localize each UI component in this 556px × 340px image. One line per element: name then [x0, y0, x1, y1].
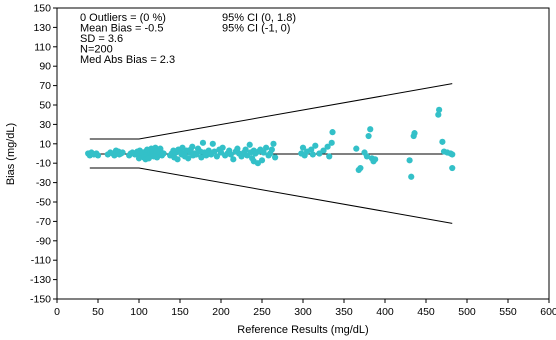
- data-point: [145, 155, 152, 162]
- data-point: [230, 156, 237, 163]
- stat-annotation: 0 Outliers = (0 %): [80, 12, 166, 24]
- x-tick-label: 250: [253, 306, 271, 318]
- stat-annotation: SD = 3.6: [80, 33, 123, 45]
- x-axis-title: Reference Results (mg/dL): [237, 324, 368, 336]
- x-tick-label: 400: [376, 306, 394, 318]
- stat-annotation: Mean Bias = -0.5: [80, 23, 163, 35]
- data-point: [189, 143, 196, 150]
- data-point: [365, 132, 372, 140]
- data-point: [357, 164, 364, 172]
- y-tick-label: 110: [34, 41, 51, 53]
- ci-annotation: 95% CI (-1, 0): [222, 23, 290, 35]
- data-point: [119, 149, 126, 156]
- y-tick-label: 90: [39, 61, 51, 73]
- x-tick-label: 500: [458, 306, 476, 318]
- data-point: [260, 149, 267, 156]
- data-point: [408, 173, 415, 180]
- x-tick-label: 300: [294, 306, 312, 318]
- data-point: [219, 144, 226, 151]
- y-tick-label: -130: [30, 274, 51, 286]
- data-point: [185, 155, 192, 162]
- ci-annotation: 95% CI (0, 1.8): [222, 12, 296, 24]
- data-point: [234, 145, 241, 152]
- y-tick-label: 150: [33, 3, 51, 15]
- y-tick-label: -50: [36, 197, 51, 209]
- lower-limit-line: [89, 167, 453, 224]
- data-point: [367, 126, 374, 133]
- y-tick-label: 50: [39, 100, 51, 112]
- y-tick-label: -30: [36, 177, 51, 189]
- upper-limit-line: [89, 83, 453, 140]
- x-tick-label: 600: [540, 306, 556, 318]
- y-tick-label: -110: [31, 255, 51, 267]
- data-point: [246, 141, 253, 148]
- y-tick-label: -150: [30, 294, 51, 306]
- x-tick-label: 550: [499, 306, 517, 318]
- data-point: [326, 153, 333, 160]
- x-tick-label: 100: [130, 306, 148, 318]
- data-point: [406, 157, 413, 164]
- data-point: [157, 145, 164, 152]
- y-tick-label: -70: [36, 216, 51, 228]
- data-point: [449, 164, 456, 172]
- data-point: [135, 155, 143, 162]
- data-point: [411, 130, 418, 137]
- data-point: [436, 106, 443, 113]
- data-point: [263, 144, 270, 151]
- y-tick-label: 30: [39, 119, 51, 131]
- y-tick-label: 130: [33, 22, 51, 34]
- x-axis: 0 50 100 150 200 250 300 350 400 450 500 550 600: [54, 299, 556, 318]
- data-point: [209, 140, 216, 147]
- data-point: [439, 138, 446, 145]
- y-tick-label: -10: [36, 158, 51, 170]
- data-point: [309, 151, 316, 158]
- y-tick-label: 70: [39, 80, 51, 92]
- data-point: [242, 146, 249, 153]
- data-point: [227, 151, 234, 158]
- data-point: [320, 147, 327, 154]
- data-point: [328, 139, 335, 146]
- x-tick-label: 0: [54, 306, 60, 318]
- stat-annotation: N=200: [80, 44, 113, 56]
- data-point: [312, 142, 319, 149]
- data-point: [160, 150, 167, 157]
- data-point: [270, 140, 277, 147]
- data-point: [324, 143, 331, 150]
- data-point: [174, 156, 181, 163]
- data-point: [372, 156, 379, 163]
- x-tick-label: 150: [171, 306, 189, 318]
- data-point: [299, 144, 307, 151]
- data-point: [268, 146, 275, 153]
- data-point: [199, 139, 207, 146]
- data-point: [211, 148, 218, 155]
- data-point: [213, 153, 220, 160]
- data-point: [353, 145, 360, 152]
- x-tick-label: 450: [417, 306, 435, 318]
- data-point: [435, 111, 442, 118]
- y-tick-label: 10: [39, 138, 51, 150]
- data-point: [94, 152, 102, 159]
- data-point: [329, 129, 336, 136]
- data-point: [449, 151, 456, 158]
- x-tick-label: 50: [92, 306, 104, 318]
- y-axis-title: Bias (mg/dL): [5, 123, 17, 185]
- data-point: [363, 153, 371, 160]
- data-point: [150, 153, 157, 160]
- data-point: [308, 146, 315, 153]
- x-tick-label: 350: [335, 306, 353, 318]
- x-tick-label: 200: [212, 306, 230, 318]
- y-tick-label: -90: [36, 235, 51, 247]
- data-points: [85, 106, 456, 180]
- data-point: [198, 154, 205, 161]
- data-point: [258, 157, 266, 164]
- data-point: [272, 154, 279, 161]
- annotations: 0 Outliers = (0 %)Mean Bias = -0.5SD = 3…: [80, 12, 296, 66]
- y-axis: 150 130 110 90 70 50 30 10 -10 -30 -50 -70 -90 -110 -1…: [30, 3, 57, 306]
- data-point: [111, 152, 118, 159]
- stat-annotation: Med Abs Bias = 2.3: [80, 54, 175, 66]
